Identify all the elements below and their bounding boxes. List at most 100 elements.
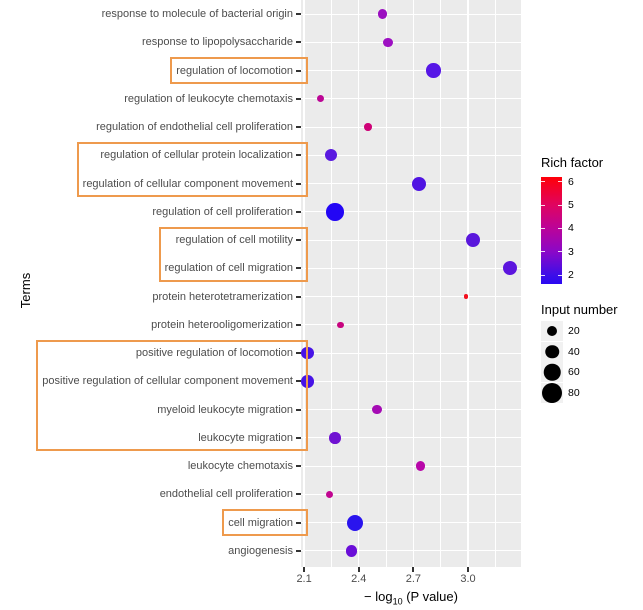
scatter-dot xyxy=(411,176,426,191)
scatter-dot xyxy=(329,432,341,444)
grid-line-horizontal xyxy=(301,493,521,495)
grid-line-horizontal xyxy=(301,154,521,156)
highlight-box xyxy=(170,57,308,84)
size-legend-dot xyxy=(542,382,562,403)
grid-line-horizontal xyxy=(301,70,521,71)
scatter-dot xyxy=(345,545,358,557)
y-axis-label: regulation of cell proliferation xyxy=(152,205,293,218)
y-axis-label: angiogenesis xyxy=(228,544,293,557)
y-axis-tick xyxy=(296,182,301,185)
y-axis-label: protein heterooligomerization xyxy=(151,318,293,331)
grid-line-horizontal xyxy=(301,522,521,523)
grid-line-horizontal xyxy=(301,465,521,467)
grid-line-vertical-major xyxy=(358,0,360,567)
colorbar-tick xyxy=(541,181,545,183)
y-axis-tick xyxy=(296,521,301,524)
x-axis-tick-label: 2.4 xyxy=(351,573,367,585)
y-axis-tick xyxy=(296,97,301,100)
y-axis-tick xyxy=(296,549,301,552)
grid-line-vertical-major xyxy=(467,0,469,567)
grid-line-horizontal xyxy=(301,126,521,128)
size-legend-key xyxy=(541,341,563,362)
x-axis-tick xyxy=(303,567,306,572)
y-axis-tick xyxy=(296,154,301,157)
y-axis-title: Terms xyxy=(18,272,34,309)
size-legend-dot xyxy=(543,364,561,381)
color-legend-title: Rich factor xyxy=(541,155,604,170)
x-axis-tick xyxy=(412,567,415,572)
scatter-dot xyxy=(347,514,364,531)
x-axis-tick xyxy=(357,567,360,572)
color-legend: Rich factor 6 5 4 3 2 xyxy=(541,155,603,284)
colorbar-tick-label: 6 xyxy=(568,175,574,188)
y-axis-label: regulation of cell motility xyxy=(175,234,293,246)
scatter-dot xyxy=(326,203,344,221)
y-axis-label: regulation of cell migration xyxy=(164,262,293,275)
size-legend: Input number 20 40 60 80 xyxy=(541,302,618,403)
size-legend-label: 20 xyxy=(568,325,580,338)
y-axis-tick xyxy=(296,352,301,354)
scatter-dot xyxy=(364,123,372,131)
y-axis-label: regulation of cellular component movemen… xyxy=(82,177,293,190)
y-axis-label: regulation of cellular protein localizat… xyxy=(100,149,293,162)
colorbar-tick xyxy=(558,251,562,253)
size-legend-title: Input number xyxy=(541,302,618,317)
grid-line-horizontal xyxy=(301,41,521,43)
y-axis-tick xyxy=(296,267,301,270)
colorbar-tick xyxy=(541,204,545,206)
colorbar-tick-label: 2 xyxy=(568,269,574,281)
y-axis-label: protein heterotetramerization xyxy=(152,290,293,303)
size-legend-item: 20 xyxy=(541,321,618,342)
scatter-dot xyxy=(377,9,388,19)
y-axis-label: regulation of locomotion xyxy=(176,64,293,77)
scatter-dot xyxy=(316,95,324,103)
grid-line-horizontal xyxy=(301,550,521,552)
size-legend-item: 60 xyxy=(541,362,618,383)
scatter-dot xyxy=(337,321,344,328)
y-axis-label: positive regulation of cellular componen… xyxy=(42,375,293,388)
x-axis-tick-label: 2.1 xyxy=(296,573,312,585)
grid-line-horizontal xyxy=(301,409,521,410)
colorbar-tick xyxy=(541,274,545,276)
y-axis-tick xyxy=(296,41,301,44)
colorbar-tick xyxy=(558,204,562,206)
y-axis-tick xyxy=(296,126,301,128)
colorbar-tick-label: 5 xyxy=(568,199,574,212)
grid-line-horizontal xyxy=(301,352,521,354)
colorbar-gradient xyxy=(541,177,562,284)
scatter-dot xyxy=(415,461,426,471)
y-axis-label: regulation of endothelial cell prolifera… xyxy=(96,121,293,133)
y-axis-tick xyxy=(296,323,301,326)
y-axis-label: endothelial cell proliferation xyxy=(159,488,293,501)
size-legend-dot xyxy=(545,345,559,359)
y-axis-label: leukocyte migration xyxy=(198,431,293,444)
grid-line-horizontal xyxy=(301,296,521,297)
colorbar-tick xyxy=(558,274,562,276)
size-legend-items: 20 40 60 80 xyxy=(541,321,618,403)
y-axis-label: myeloid leukocyte migration xyxy=(157,403,293,416)
y-axis-label: positive regulation of locomotion xyxy=(135,347,293,359)
size-legend-key xyxy=(541,382,563,403)
grid-line-vertical-minor xyxy=(494,0,496,567)
colorbar-tick-label: 3 xyxy=(568,245,574,258)
grid-line-vertical-major xyxy=(412,0,415,567)
colorbar-tick xyxy=(558,227,562,229)
highlight-box xyxy=(36,339,308,452)
scatter-dot xyxy=(426,63,441,78)
grid-line-vertical-minor xyxy=(385,0,387,567)
grid-line-horizontal xyxy=(301,239,521,241)
grid-line-horizontal xyxy=(301,211,521,213)
y-axis-tick xyxy=(296,380,301,383)
colorbar-tick xyxy=(541,227,545,229)
x-axis-tick-label: 2.7 xyxy=(405,573,421,585)
y-axis-label: response to molecule of bacterial origin xyxy=(101,8,293,20)
y-axis-tick xyxy=(296,465,301,467)
y-axis-label: regulation of leukocyte chemotaxis xyxy=(124,92,293,105)
plot-panel xyxy=(301,0,521,567)
y-axis-label: leukocyte chemotaxis xyxy=(187,460,293,472)
scatter-dot xyxy=(372,404,382,415)
y-axis-tick xyxy=(296,408,301,411)
grid-line-vertical-minor xyxy=(440,0,442,567)
grid-line-horizontal xyxy=(301,267,521,269)
